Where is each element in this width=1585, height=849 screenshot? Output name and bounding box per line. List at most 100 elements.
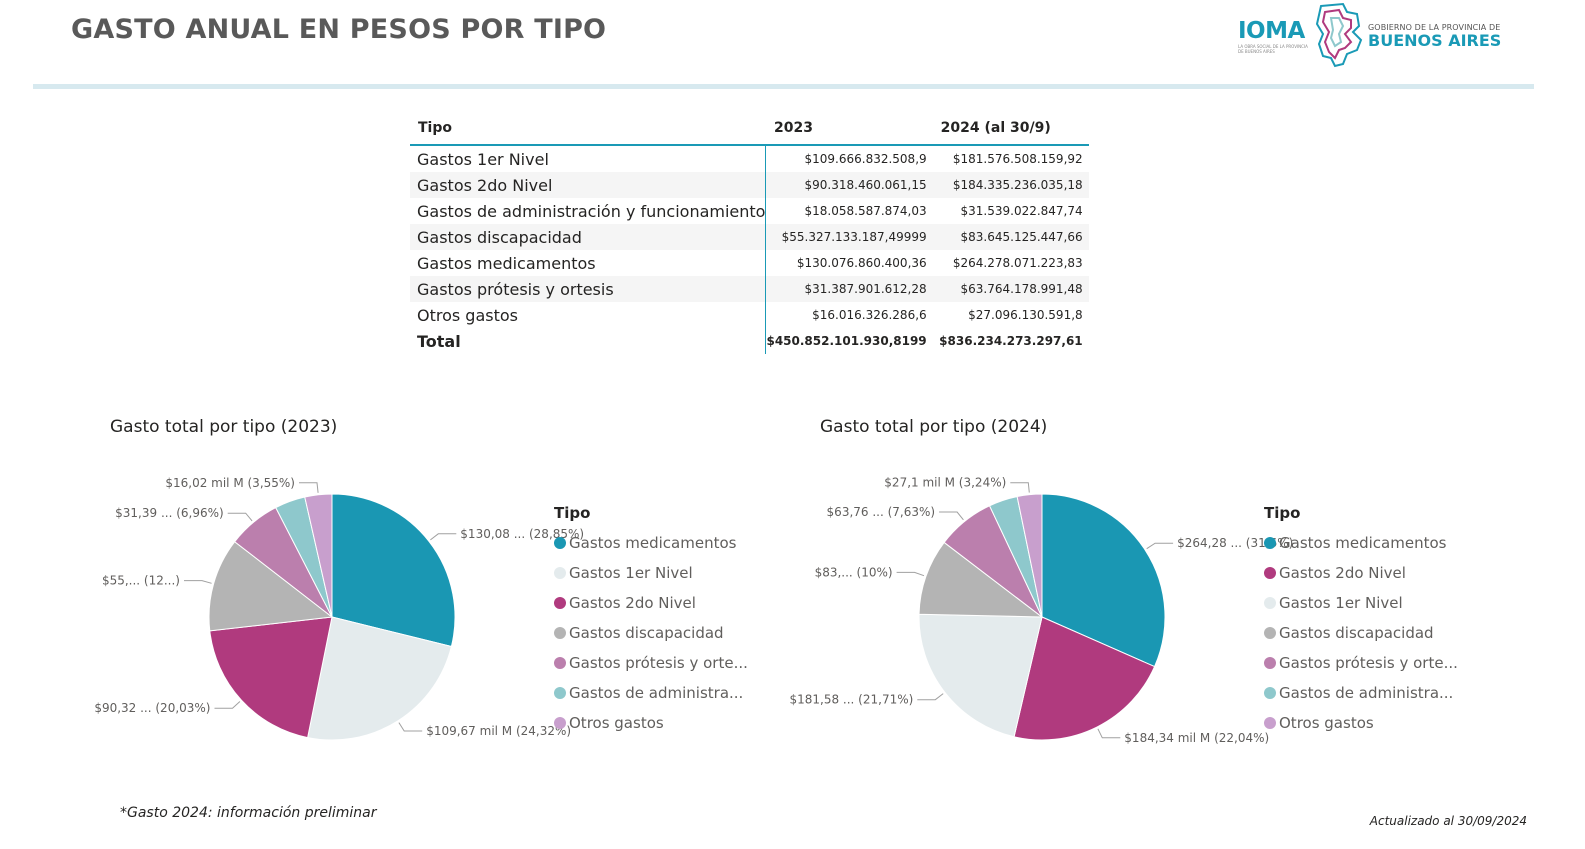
column-header-2024[interactable]: 2024 (al 30/9) (940, 120, 1051, 136)
legend-label: Gastos discapacidad (569, 624, 724, 642)
legend-item-gastos-medicamentos[interactable]: Gastos medicamentos (554, 528, 748, 558)
pie-chart-2023[interactable]: $130,08 ... (28,85%) $109,67 mil M (24,32… (94, 460, 584, 780)
footnote: *Gasto 2024: información preliminar (120, 805, 377, 821)
legend-item-gastos-de-administracion-y-funcionamiento[interactable]: Gastos de administra... (554, 678, 748, 708)
table-row: Gastos prótesis y ortesis $31.387.901.61… (410, 276, 1089, 302)
pie-data-label: $63,76 ... (7,63%) (827, 505, 936, 519)
legend-dot-icon (554, 717, 566, 729)
legend-item-gastos-1er-nivel[interactable]: Gastos 1er Nivel (554, 558, 748, 588)
pie-slice-gastos-2do-nivel[interactable] (209, 616, 333, 739)
legend-dot-icon (1264, 657, 1276, 669)
legend-title: Tipo (554, 504, 591, 522)
table-row: Otros gastos $16.016.326.286,6 $27.096.1… (410, 302, 1089, 328)
table-row: Gastos 2do Nivel $90.318.460.061,15 $184… (410, 172, 1089, 198)
pie-slice-gastos-discapacidad[interactable] (918, 541, 1044, 618)
cell-total-label: Total (410, 328, 767, 354)
legend-dot-icon (1264, 627, 1276, 639)
table-header-row: Tipo 2023 2024 (al 30/9) (410, 112, 1089, 145)
pie-slice-gastos-medicamentos[interactable] (331, 493, 456, 648)
cell-2023: $55.327.133.187,49999 (781, 230, 927, 244)
legend-dot-icon (554, 657, 566, 669)
gba-logo: GOBIERNO DE LA PROVINCIA DE BUENOS AIRES (1368, 23, 1501, 50)
table-row: Gastos 1er Nivel $109.666.832.508,9 $181… (410, 145, 1089, 172)
legend-label: Gastos 1er Nivel (1279, 594, 1403, 612)
cell-tipo: Gastos 2do Nivel (410, 172, 767, 198)
pie-leader-line (299, 482, 319, 493)
legend-item-gastos-de-administracion-y-funcionamiento[interactable]: Gastos de administra... (1264, 678, 1458, 708)
legend-item-otros-gastos[interactable]: Otros gastos (1264, 708, 1458, 738)
cell-2023: $90.318.460.061,15 (804, 178, 927, 192)
legend-dot-icon (1264, 687, 1276, 699)
pie-data-label: $83,... (10%) (815, 565, 893, 579)
legend-item-gastos-discapacidad[interactable]: Gastos discapacidad (554, 618, 748, 648)
pie-data-label: $90,32 ... (20,03%) (94, 701, 210, 715)
cell-2024: $184.335.236.035,18 (952, 178, 1083, 192)
pie-data-label: $109,67 mil M (24,32%) (426, 724, 571, 738)
pie-leader-line (896, 571, 925, 577)
legend-item-otros-gastos[interactable]: Otros gastos (554, 708, 748, 738)
pie-slice-gastos-discapacidad[interactable] (208, 541, 334, 632)
column-header-2023[interactable]: 2023 (773, 120, 813, 136)
legend-item-gastos-2do-nivel[interactable]: Gastos 2do Nivel (1264, 558, 1458, 588)
cell-2023: $31.387.901.612,28 (804, 282, 927, 296)
legend-dot-icon (1264, 597, 1276, 609)
ioma-logo-text: IOMA (1238, 18, 1305, 44)
gba-logo-big: BUENOS AIRES (1368, 31, 1502, 50)
column-header-tipo[interactable]: Tipo (418, 120, 452, 136)
updated-date: Actualizado al 30/09/2024 (1369, 814, 1527, 828)
cell-tipo: Gastos medicamentos (410, 250, 767, 276)
pie-data-label: $16,02 mil M (3,55%) (165, 476, 295, 490)
legend-item-gastos-protesis-y-ortesis[interactable]: Gastos prótesis y orte... (554, 648, 748, 678)
legend-item-gastos-1er-nivel[interactable]: Gastos 1er Nivel (1264, 588, 1458, 618)
legend-item-gastos-discapacidad[interactable]: Gastos discapacidad (1264, 618, 1458, 648)
pie-slice-gastos-1er-nivel[interactable] (307, 616, 453, 741)
pie-leader-line (1146, 542, 1174, 550)
pie-slice-otros-gastos[interactable] (1016, 493, 1043, 618)
legend-label: Gastos de administra... (569, 684, 744, 702)
pie-chart-2024[interactable]: $264,28 ... (31,6%)$184,34 mil M (22,04%… (789, 460, 1293, 780)
cell-2024: $83.645.125.447,66 (960, 230, 1083, 244)
cell-2023: $109.666.832.508,9 (804, 152, 927, 166)
cell-tipo: Gastos 1er Nivel (410, 145, 767, 172)
pie-slice-gastos-1er-nivel[interactable] (918, 613, 1043, 738)
legend-item-gastos-2do-nivel[interactable]: Gastos 2do Nivel (554, 588, 748, 618)
legend-item-gastos-medicamentos[interactable]: Gastos medicamentos (1264, 528, 1458, 558)
header-divider (33, 84, 1534, 89)
province-map-icon (1315, 2, 1363, 68)
pie-leader-line (227, 512, 253, 522)
ioma-logo: IOMA LA OBRA SOCIAL DE LA PROVINCIA DE B… (1238, 18, 1308, 60)
pie-data-label: $27,1 mil M (3,24%) (884, 476, 1006, 490)
ioma-logo-tagline: LA OBRA SOCIAL DE LA PROVINCIA DE BUENOS… (1238, 44, 1308, 54)
legend-label: Gastos de administra... (1279, 684, 1454, 702)
legend-dot-icon (554, 597, 566, 609)
pie-data-label: $55,... (12...) (102, 574, 180, 588)
legend-dot-icon (554, 537, 566, 549)
cell-2024: $181.576.508.159,92 (952, 152, 1083, 166)
pie-leader-line (430, 533, 457, 541)
pie-data-label: $184,34 mil M (22,04%) (1124, 731, 1269, 745)
cell-2024: $264.278.071.223,83 (952, 256, 1083, 270)
cell-2024: $63.764.178.991,48 (960, 282, 1083, 296)
legend-2024: Tipo Gastos medicamentos Gastos 2do Nivel G… (1264, 504, 1458, 738)
legend-label: Otros gastos (1279, 714, 1374, 732)
pie-slice-gastos-2do-nivel[interactable] (1013, 616, 1156, 741)
pie-leader-line (1010, 482, 1030, 493)
pie-data-label: $181,58 ... (21,71%) (789, 693, 913, 707)
pie-leader-line (214, 701, 241, 709)
pie-leader-line (939, 511, 964, 521)
legend-label: Gastos prótesis y orte... (569, 654, 748, 672)
pie-slice-gastos-medicamentos[interactable] (1041, 493, 1166, 668)
legend-dot-icon (554, 627, 566, 639)
cell-tipo: Gastos discapacidad (410, 224, 767, 250)
legend-title: Tipo (1264, 504, 1301, 522)
legend-label: Gastos discapacidad (1279, 624, 1434, 642)
legend-item-gastos-protesis-y-ortesis[interactable]: Gastos prótesis y orte... (1264, 648, 1458, 678)
pie-data-label: $130,08 ... (28,85%) (460, 527, 584, 541)
pie-slice-otros-gastos[interactable] (304, 493, 333, 618)
legend-dot-icon (554, 687, 566, 699)
legend-label: Otros gastos (569, 714, 664, 732)
legend-dot-icon (1264, 717, 1276, 729)
cell-2024: $31.539.022.847,74 (960, 204, 1083, 218)
chart-title-2023: Gasto total por tipo (2023) (110, 417, 338, 437)
page-title: GASTO ANUAL EN PESOS POR TIPO (71, 14, 607, 45)
